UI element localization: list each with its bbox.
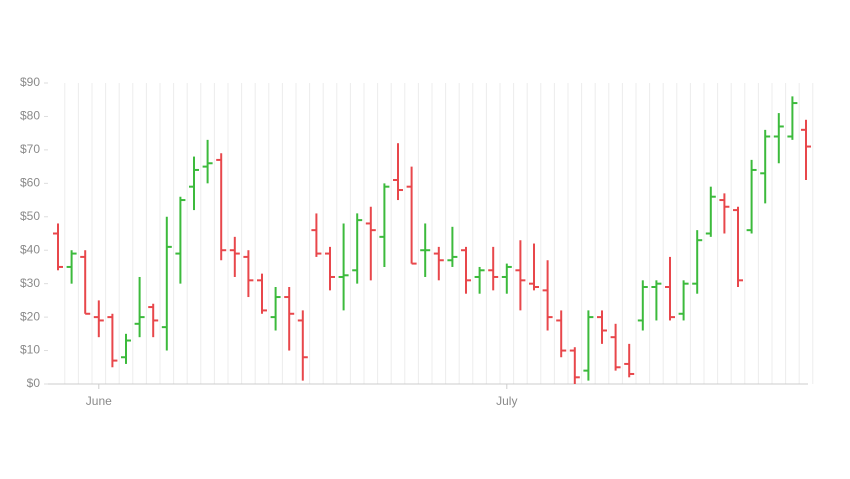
x-tick-label: June — [86, 394, 112, 408]
y-tick-label: $0 — [27, 376, 41, 390]
y-tick-label: $50 — [20, 209, 40, 223]
y-tick-label: $10 — [20, 343, 40, 357]
y-tick-label: $70 — [20, 142, 40, 156]
x-tick-label: July — [496, 394, 517, 408]
y-tick-label: $80 — [20, 109, 40, 123]
y-tick-label: $30 — [20, 276, 40, 290]
y-tick-label: $60 — [20, 176, 40, 190]
y-tick-label: $90 — [20, 75, 40, 89]
y-tick-label: $20 — [20, 309, 40, 323]
y-tick-label: $40 — [20, 242, 40, 256]
